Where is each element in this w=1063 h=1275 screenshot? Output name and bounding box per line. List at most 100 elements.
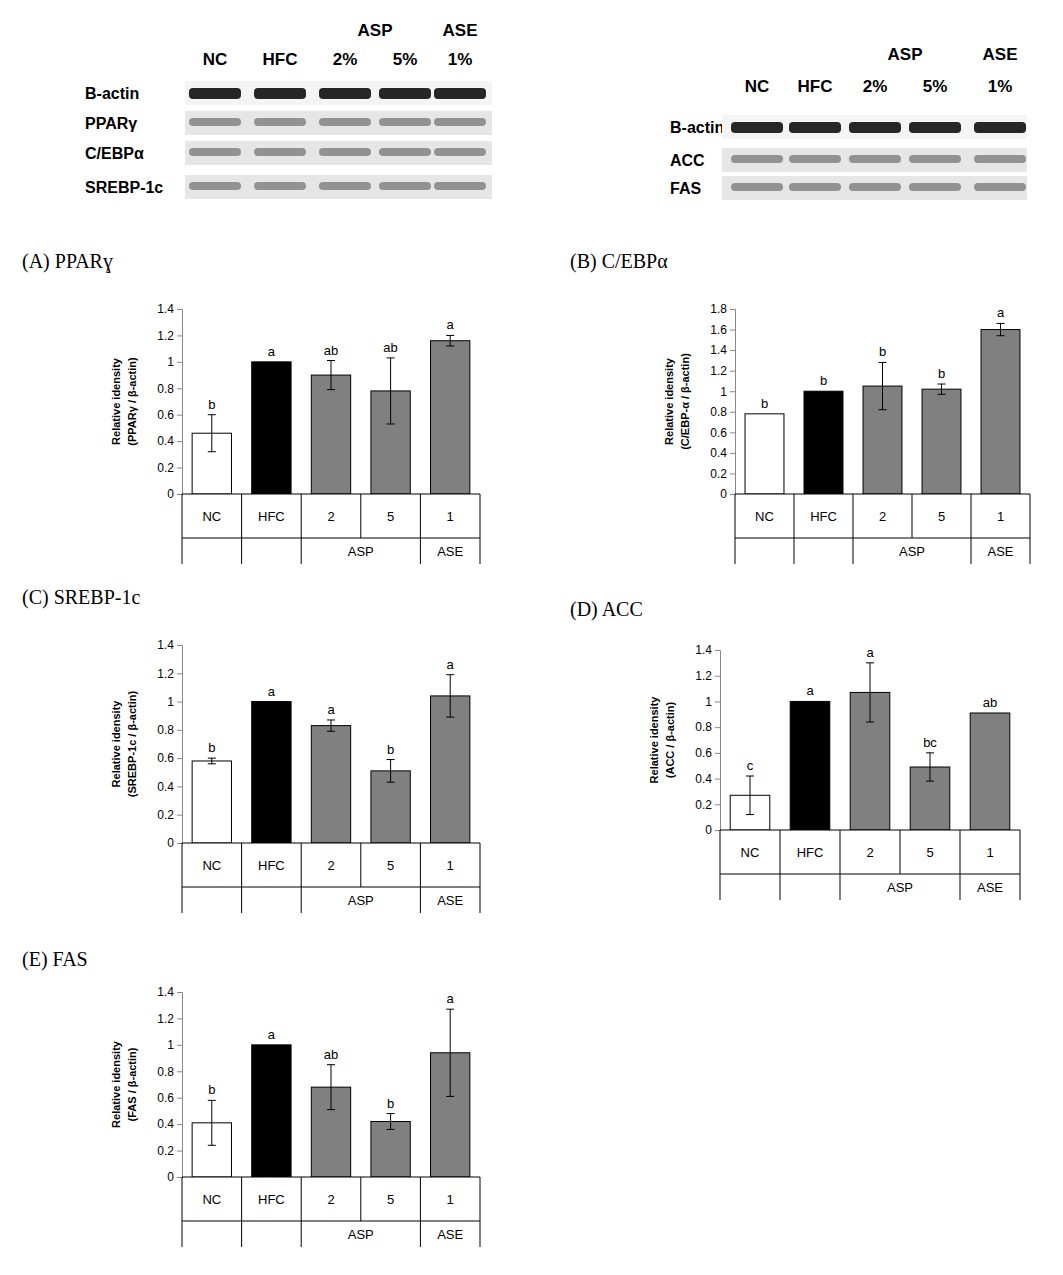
tick: 1 [167,355,182,369]
blot-strip [185,141,492,165]
tick: 0 [720,487,735,501]
tick: 0.4 [157,434,182,448]
table-divider [735,494,736,564]
error-bar-stem [930,753,931,781]
blot-band [189,182,241,190]
blot-band [254,88,306,99]
significance-letter: ab [383,340,397,355]
group-label: ASP [887,880,913,895]
category-label: 2 [866,845,873,860]
table-divider [182,538,480,539]
y-axis: 00.20.40.60.811.21.4 [695,643,720,837]
tick: 0.6 [710,426,735,440]
row-label: FAS [670,180,701,197]
bar [970,713,1010,830]
axis-line [715,651,721,831]
tick-label: 0.4 [710,446,727,460]
y-axis: 00.20.40.60.811.21.4 [157,985,182,1184]
tick: 0.4 [710,446,735,460]
tick-mark [177,645,182,646]
y-axis-title: (PPARγ / β-actin) [126,357,138,446]
tick-mark [730,371,735,372]
error-bar [446,1009,454,1096]
tick-mark [177,786,182,787]
tick-mark [177,1151,182,1152]
tick: 0.6 [157,751,182,765]
category-label: 5 [387,1192,394,1207]
tick-label: 0 [720,487,727,501]
tick-label: 0.6 [157,751,174,765]
blot-band [434,148,486,156]
category-table: NCHFC251ASPASE [182,494,480,564]
blot-band [379,182,431,190]
significance-letter: b [208,740,215,755]
error-bar-cap [387,782,395,783]
tick-label: 1.4 [157,985,174,999]
lane-label: NC [745,77,770,96]
x-axis-line [182,494,480,495]
table-divider [360,494,361,538]
error-bar [387,760,395,783]
table-divider [301,494,302,564]
tick: 0.4 [157,780,182,794]
table-divider [182,494,183,564]
significance-letter: a [806,683,814,698]
tick-label: 0.2 [157,1144,174,1158]
blot-band [434,88,486,99]
y-axis-title: (SREBP-1c / β-actin) [126,690,138,797]
blot-band [974,155,1026,163]
error-bar-cap [446,674,454,675]
tick: 0.8 [157,1065,182,1079]
tick-label: 1.2 [157,1012,174,1026]
category-label: 5 [387,858,394,873]
table-divider [360,1177,361,1221]
tick-mark [730,494,735,495]
category-label: 5 [938,509,945,524]
tick-label: 1.8 [710,302,727,316]
y-axis: 00.20.40.60.811.21.41.61.8 [710,302,735,501]
tick-mark [730,391,735,392]
tick: 0.2 [695,798,720,812]
error-bar-cap [446,335,454,336]
y-axis: 00.20.40.60.811.21.4 [157,302,182,501]
category-label: 1 [447,509,454,524]
error-bar [446,675,454,717]
significance-letter: a [997,305,1005,320]
error-bar-stem [450,1009,451,1096]
group-label: ASE [437,893,463,908]
error-bar-stem [211,758,212,764]
chart: (E) FAS00.20.40.60.811.21.4Relative iden… [22,948,480,1247]
tick: 0.2 [157,808,182,822]
blot-band [319,148,371,156]
bar [371,1122,410,1178]
significance-letter: a [327,702,335,717]
tick-label: 1.4 [710,343,727,357]
table-divider [960,830,961,900]
tick-label: 0.4 [695,772,712,786]
category-label: NC [202,1192,221,1207]
blot-band [731,122,783,133]
y-axis-title: Relative idensity [110,357,122,445]
error-bar [926,753,934,781]
significance-letter: bc [923,735,937,750]
table-divider [780,830,781,900]
tick-label: 1.2 [157,667,174,681]
table-divider [900,830,901,874]
tick-mark [730,350,735,351]
error-bar-cap [866,662,874,663]
bar [922,389,961,494]
table-divider [360,843,361,887]
error-bar-stem [390,760,391,783]
error-bar-cap [208,414,216,415]
tick: 0.6 [695,746,720,760]
y-axis: 00.20.40.60.811.21.4 [157,638,182,850]
blot-band [974,122,1026,133]
tick-mark [177,673,182,674]
significance-letter: b [208,397,215,412]
blot-band [909,183,961,191]
error-bar-cap [327,1109,335,1110]
category-label: 1 [447,858,454,873]
tick-label: 1.2 [710,364,727,378]
tick-mark [715,830,720,831]
tick-label: 0.6 [695,746,712,760]
